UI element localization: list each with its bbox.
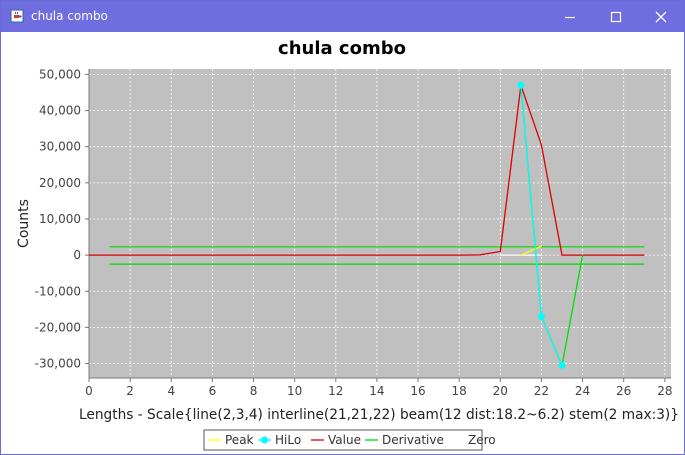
x-tick-label: 16: [410, 384, 425, 398]
y-axis-label: Counts: [16, 199, 32, 248]
x-tick-label: 24: [575, 384, 590, 398]
y-tick-label: -20,000: [35, 320, 81, 334]
y-tick-label: 0: [73, 248, 81, 262]
y-tick-label: 10,000: [39, 212, 81, 226]
legend-item-peak: Peak: [225, 433, 254, 447]
x-tick-label: 8: [250, 384, 258, 398]
title-bar[interactable]: chula combo: [1, 1, 684, 32]
window-title: chula combo: [31, 9, 108, 23]
peak-series-line: [520, 245, 542, 256]
hilo-point: [558, 361, 566, 369]
minimize-icon: [565, 16, 575, 18]
maximize-icon: [610, 11, 622, 22]
hilo-point: [537, 313, 545, 321]
plot-area: [89, 69, 671, 378]
legend-item-hilo: HiLo: [275, 433, 301, 447]
maximize-button[interactable]: [593, 1, 639, 32]
series-layer: [89, 81, 645, 369]
value-series-line: [89, 85, 645, 256]
legend-item-value: Value: [328, 433, 361, 447]
x-tick-label: 6: [209, 384, 217, 398]
y-tick-label: -30,000: [35, 357, 81, 371]
minimize-button[interactable]: [547, 1, 593, 32]
axes: 0 2 4 6 8 10 12 14 16 18 20 22 24 26 28-30,000-20,000-…: [35, 67, 673, 398]
close-icon: [655, 11, 667, 22]
x-tick-label: 12: [328, 384, 343, 398]
x-tick-label: 18: [452, 384, 467, 398]
legend-item-derivative: Derivative: [382, 433, 444, 447]
legend-item-zero: Zero: [468, 433, 496, 447]
x-axis-label: Lengths - Scale{line(2,3,4) interline(21…: [79, 407, 679, 423]
legend-box: [203, 429, 483, 451]
y-tick-label: 30,000: [39, 140, 81, 154]
y-tick-label: 50,000: [39, 67, 81, 81]
y-tick-label: -10,000: [35, 284, 81, 298]
java-cup-icon: [10, 9, 24, 23]
chart: chula combo 0 2 4 6 8 10 12 14 16 18 20 22 24 26 28-30…: [16, 38, 679, 451]
hilo-point: [517, 81, 525, 89]
x-tick-label: 4: [167, 384, 175, 398]
legend-marker-hilo: [261, 436, 268, 444]
x-tick-label: 20: [493, 384, 508, 398]
x-tick-label: 22: [534, 384, 549, 398]
x-tick-label: 10: [287, 384, 302, 398]
x-tick-label: 26: [616, 384, 631, 398]
close-button[interactable]: [638, 1, 684, 32]
x-tick-label: 2: [126, 384, 134, 398]
y-tick-label: 40,000: [39, 104, 81, 118]
chart-title: chula combo: [278, 38, 406, 59]
x-tick-label: 0: [85, 384, 93, 398]
x-tick-label: 28: [657, 384, 672, 398]
x-tick-label: 14: [369, 384, 384, 398]
legend: Peak HiLo Value Derivative Zero: [203, 429, 496, 451]
y-tick-label: 20,000: [39, 176, 81, 190]
